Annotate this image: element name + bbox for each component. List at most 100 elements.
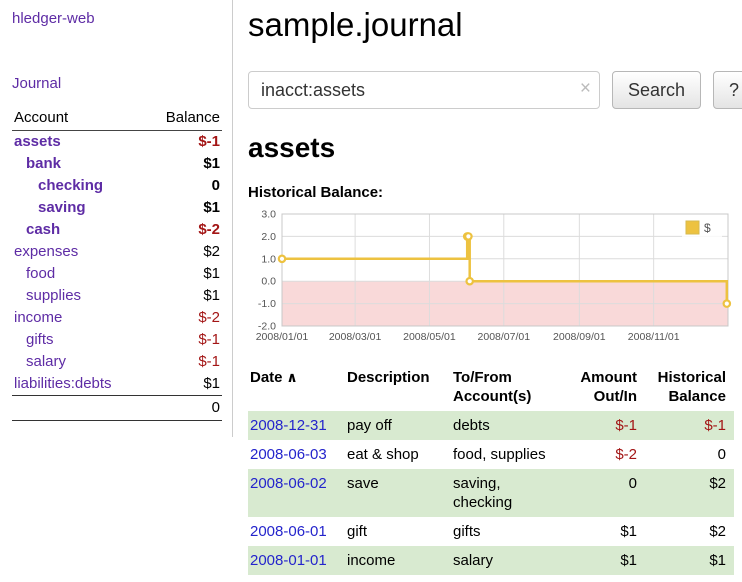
svg-text:1.0: 1.0 [261, 253, 276, 265]
transaction-description: income [347, 552, 396, 569]
transaction-amount: $1 [620, 523, 637, 540]
accounts-total-value: 0 [144, 395, 222, 421]
account-row: income $-2 [12, 307, 222, 329]
search-box: × [248, 71, 600, 109]
svg-text:3.0: 3.0 [261, 209, 276, 221]
chart-legend-swatch [685, 220, 700, 235]
account-row: saving $1 [12, 197, 222, 219]
account-row: liabilities:debts $1 [12, 373, 222, 396]
sort-asc-icon[interactable]: ∧ [282, 369, 298, 385]
svg-text:0.0: 0.0 [261, 276, 276, 288]
account-balance: $1 [203, 375, 220, 392]
transaction-accounts: debts [453, 417, 490, 434]
transaction-date-link[interactable]: 2008-06-02 [250, 475, 327, 492]
transaction-balance: 0 [717, 446, 726, 463]
account-row: supplies $1 [12, 285, 222, 307]
account-link[interactable]: cash [26, 221, 61, 238]
account-row: gifts $-1 [12, 329, 222, 351]
transaction-description: save [347, 475, 379, 492]
svg-text:2008/11/01: 2008/11/01 [628, 331, 680, 343]
account-balance: $-2 [198, 309, 220, 326]
register-row: 2008-12-31 pay off debts $-1 $-1 [248, 411, 734, 440]
account-row: assets $-1 [12, 131, 222, 154]
account-row: expenses $2 [12, 241, 222, 263]
nav-journal-link[interactable]: Journal [12, 75, 62, 92]
register-row: 2008-01-01 income salary $1 $1 [248, 546, 734, 575]
register-row: 2008-06-01 gift gifts $1 $2 [248, 517, 734, 546]
search-input[interactable] [248, 71, 600, 109]
account-balance: $1 [203, 199, 220, 216]
account-link[interactable]: liabilities:debts [14, 375, 112, 392]
account-row: salary $-1 [12, 351, 222, 373]
chart-point-markers [277, 232, 732, 308]
transaction-date-link[interactable]: 2008-12-31 [250, 417, 327, 434]
register-header-row: Date ∧ Description To/From Account(s) Amoun… [248, 366, 734, 411]
svg-text:2008/03/01: 2008/03/01 [329, 331, 382, 343]
register-row: 2008-06-03 eat & shop food, supplies $-2 0 [248, 440, 734, 469]
transaction-amount: $-1 [615, 417, 637, 434]
svg-text:2.0: 2.0 [261, 231, 276, 243]
sidebar: hledger-web Journal Account Balance asse… [0, 0, 233, 437]
account-balance: $1 [203, 287, 220, 304]
account-row: cash $-2 [12, 219, 222, 241]
svg-text:2008/05/01: 2008/05/01 [403, 331, 456, 343]
svg-text:2008/01/01: 2008/01/01 [256, 331, 309, 343]
chart-legend: $ [682, 218, 722, 237]
clear-search-icon[interactable]: × [579, 78, 591, 99]
transaction-description: pay off [347, 417, 392, 434]
account-balance: $-1 [198, 133, 220, 150]
transaction-amount: 0 [628, 475, 637, 492]
chart-border [281, 213, 729, 327]
transaction-accounts: salary [453, 552, 494, 569]
account-link[interactable]: checking [38, 177, 104, 194]
main-content: sample.journal × Search ? assets Histori… [233, 0, 742, 575]
accounts-col-balance: Balance [144, 109, 222, 131]
register-table: Date ∧ Description To/From Account(s) Amoun… [248, 366, 734, 575]
register-col-date[interactable]: Date ∧ [250, 369, 298, 386]
account-balance: $1 [203, 155, 220, 172]
chart-legend-label: $ [704, 221, 711, 235]
transaction-date-link[interactable]: 2008-06-03 [250, 446, 327, 463]
search-form: × Search ? [248, 71, 742, 109]
transaction-balance: $2 [709, 523, 726, 540]
account-balance: $1 [203, 265, 220, 282]
account-row: bank $1 [12, 153, 222, 175]
account-link[interactable]: gifts [26, 331, 54, 348]
svg-text:-1.0: -1.0 [258, 298, 276, 310]
svg-text:-2.0: -2.0 [258, 321, 276, 333]
accounts-header-row: Account Balance [12, 109, 222, 131]
page-title: sample.journal [248, 6, 463, 43]
accounts-total-row: 0 [12, 395, 222, 421]
account-row: food $1 [12, 263, 222, 285]
transaction-accounts: food, supplies [453, 446, 546, 463]
help-button[interactable]: ? [713, 71, 742, 109]
transaction-description: eat & shop [347, 446, 419, 463]
transaction-date-link[interactable]: 2008-01-01 [250, 552, 327, 569]
account-link[interactable]: supplies [26, 287, 82, 304]
register-col-balance: Historical Balance [657, 369, 726, 405]
account-balance: $-1 [198, 353, 220, 370]
account-balance: $-2 [198, 221, 220, 238]
account-link[interactable]: food [26, 265, 56, 282]
app-title-link[interactable]: hledger-web [12, 10, 95, 27]
account-link[interactable]: income [14, 309, 63, 326]
account-link[interactable]: salary [26, 353, 67, 370]
transaction-amount: $-2 [615, 446, 637, 463]
account-balance: $2 [203, 243, 220, 260]
account-balance: $-1 [198, 331, 220, 348]
account-link[interactable]: bank [26, 155, 62, 172]
account-link[interactable]: saving [38, 199, 86, 216]
transaction-date-link[interactable]: 2008-06-01 [250, 523, 327, 540]
transaction-description: gift [347, 523, 368, 540]
account-link[interactable]: expenses [14, 243, 79, 260]
transaction-balance: $2 [709, 475, 726, 492]
search-button[interactable]: Search [612, 71, 702, 109]
account-link[interactable]: assets [14, 133, 61, 150]
register-row: 2008-06-02 save saving, checking 0 $2 [248, 469, 734, 517]
register-col-amount: Amount Out/In [580, 369, 637, 405]
account-balance: 0 [211, 177, 220, 194]
chart-title: Historical Balance: [248, 184, 384, 201]
svg-text:2008/09/01: 2008/09/01 [553, 331, 606, 343]
